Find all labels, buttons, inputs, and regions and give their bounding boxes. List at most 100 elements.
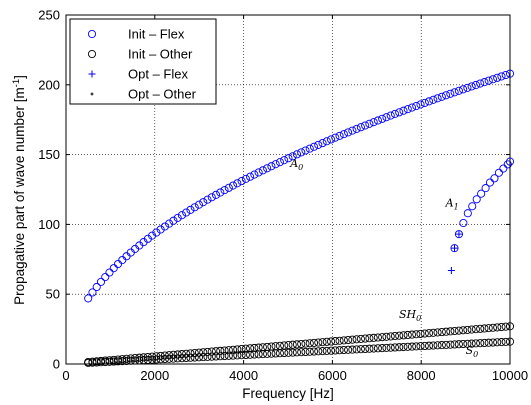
x-tick-label: 2000 [140, 368, 169, 383]
data-point-a1 [485, 178, 495, 187]
data-point-a0 [318, 139, 327, 148]
data-point-a1 [472, 195, 481, 204]
data-point-sh0 [186, 349, 195, 358]
legend-label: Init – Flex [128, 27, 185, 42]
data-point-s0 [399, 342, 408, 352]
data-point-sh0 [348, 335, 357, 344]
data-point-sh0 [331, 337, 340, 346]
data-point-s0 [378, 344, 387, 353]
data-point-sh0 [429, 328, 438, 337]
data-point-a0 [399, 106, 408, 115]
data-point-s0 [348, 345, 357, 354]
data-point-s0 [288, 348, 297, 357]
data-point-sh0 [399, 331, 408, 340]
data-point-s0 [339, 345, 348, 355]
data-point-s0 [224, 351, 233, 360]
x-tick-label: 4000 [229, 368, 258, 383]
data-point-sh0 [335, 336, 344, 345]
annotations: A0 A1 SH0 S0 [289, 157, 478, 359]
data-point-sh0 [497, 322, 506, 332]
data-point-a0 [199, 198, 208, 207]
axis-ticks: 0 2000 4000 6000 8000 10000 0 50 100 150 200 250 [38, 8, 528, 384]
data-point-sh0 [301, 339, 310, 348]
data-point-s0 [109, 357, 118, 366]
data-point-a1 [450, 244, 459, 253]
data-point-sh0 [122, 354, 131, 363]
data-point-sh0 [229, 345, 238, 354]
data-point-a0 [284, 154, 293, 163]
data-point-a0 [442, 91, 451, 100]
data-point-a0 [173, 213, 182, 222]
data-point-a0 [297, 148, 306, 157]
data-point-s0 [390, 343, 400, 352]
data-point-s0 [322, 346, 331, 355]
y-tick-label: 250 [38, 8, 60, 23]
data-point-s0 [420, 341, 429, 351]
data-point-sh0 [373, 333, 382, 342]
data-point-a0 [433, 94, 442, 103]
data-point-s0 [216, 352, 225, 361]
data-point-a0 [314, 140, 323, 149]
data-point-s0 [84, 358, 93, 367]
y-tick-label: 50 [46, 287, 60, 302]
data-point-sh0 [284, 341, 293, 350]
data-point-a0 [216, 188, 225, 197]
data-point-a0 [497, 72, 506, 81]
data-point-a1-opt [451, 244, 458, 252]
data-point-a0 [467, 82, 476, 91]
data-point-a0 [331, 133, 340, 142]
data-point-a0 [267, 162, 276, 171]
data-point-s0 [429, 341, 438, 350]
data-point-s0 [173, 354, 182, 363]
data-point-a0 [378, 114, 387, 123]
data-point-s0 [148, 355, 157, 364]
data-point-sh0 [407, 330, 417, 339]
data-point-a1 [481, 184, 490, 193]
data-point-a1 [459, 218, 468, 228]
data-point-s0 [424, 341, 434, 350]
data-point-s0 [297, 348, 306, 357]
data-point-s0 [284, 348, 293, 357]
data-point-sh0 [467, 325, 476, 334]
data-point-a0 [365, 119, 374, 128]
data-point-a0 [484, 76, 493, 85]
data-point-s0 [412, 342, 421, 351]
data-point-a0 [339, 130, 348, 139]
data-point-sh0 [339, 336, 348, 345]
data-point-a0 [109, 264, 118, 273]
data-point-s0 [407, 342, 417, 351]
data-point-a0 [476, 79, 485, 88]
data-point-s0 [497, 338, 506, 347]
data-point-sh0 [143, 352, 152, 362]
data-point-s0 [318, 347, 327, 356]
data-point-s0 [344, 345, 353, 354]
data-point-sh0 [241, 344, 250, 353]
data-point-s0 [305, 347, 314, 356]
data-point-s0 [331, 346, 340, 355]
data-point-sh0 [352, 335, 361, 344]
data-point-a1 [477, 189, 486, 198]
data-point-sh0 [327, 337, 336, 346]
data-point-s0 [442, 340, 451, 349]
data-point-sh0 [361, 334, 370, 343]
data-point-s0 [369, 344, 378, 353]
x-axis-label: Frequency [Hz] [242, 386, 334, 401]
data-point-s0 [182, 353, 191, 363]
data-point-a0 [156, 225, 165, 234]
data-point-sh0 [126, 354, 135, 363]
data-point-a0 [250, 170, 259, 179]
data-point-a0 [254, 168, 263, 177]
data-point-sh0 [403, 330, 412, 340]
data-point-s0 [480, 338, 489, 348]
data-point-s0 [476, 339, 485, 348]
data-point-s0 [395, 343, 404, 352]
data-point-s0 [113, 357, 123, 366]
data-point-sh0 [216, 346, 225, 355]
legend-marker [87, 29, 97, 39]
data-point-a0 [233, 179, 242, 188]
data-point-s0 [327, 346, 336, 355]
annotation-a1: A1 [445, 196, 459, 211]
data-point-a0 [177, 211, 186, 220]
y-tick-label: 150 [38, 147, 60, 162]
data-point-sh0 [309, 338, 319, 347]
